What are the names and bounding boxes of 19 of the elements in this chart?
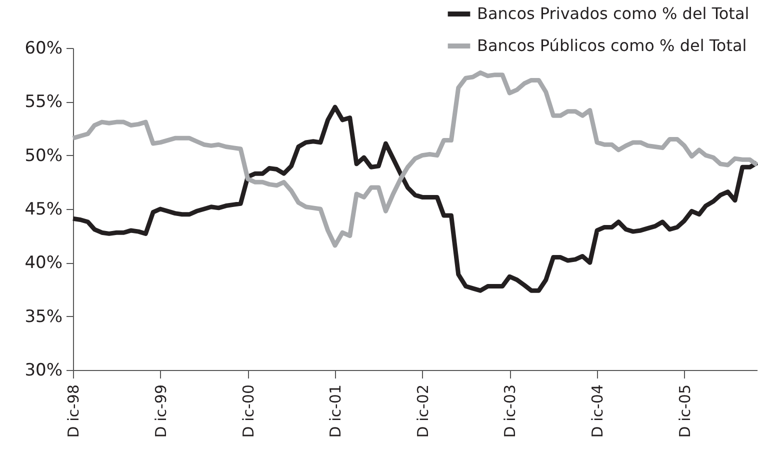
y-tick-label: 40% — [24, 253, 62, 274]
y-tick-label: 35% — [24, 306, 62, 327]
x-tick-label: D ic-01 — [326, 384, 345, 438]
line-series — [70, 104, 758, 293]
legend-label: Bancos Públicos como % del Total — [477, 36, 747, 55]
x-tick-label: D ic-03 — [501, 384, 520, 438]
x-tick-label: D ic-98 — [64, 384, 82, 438]
y-tick-label: 55% — [24, 92, 62, 112]
x-tick-label: D ic-99 — [152, 384, 170, 438]
x-tick-label: D ic-05 — [676, 384, 694, 438]
y-tick-label: 30% — [24, 360, 62, 380]
y-tick-label: 60% — [24, 38, 62, 58]
y-tick-label: 50% — [24, 146, 62, 166]
x-tick-label: D ic-02 — [414, 384, 432, 438]
y-tick-label: 45% — [24, 200, 62, 220]
x-tick-label: D ic-04 — [588, 384, 607, 438]
x-tick-label: D ic-00 — [239, 384, 258, 438]
legend-label: Bancos Privados como % del Total — [477, 4, 750, 23]
line-series — [70, 70, 758, 248]
